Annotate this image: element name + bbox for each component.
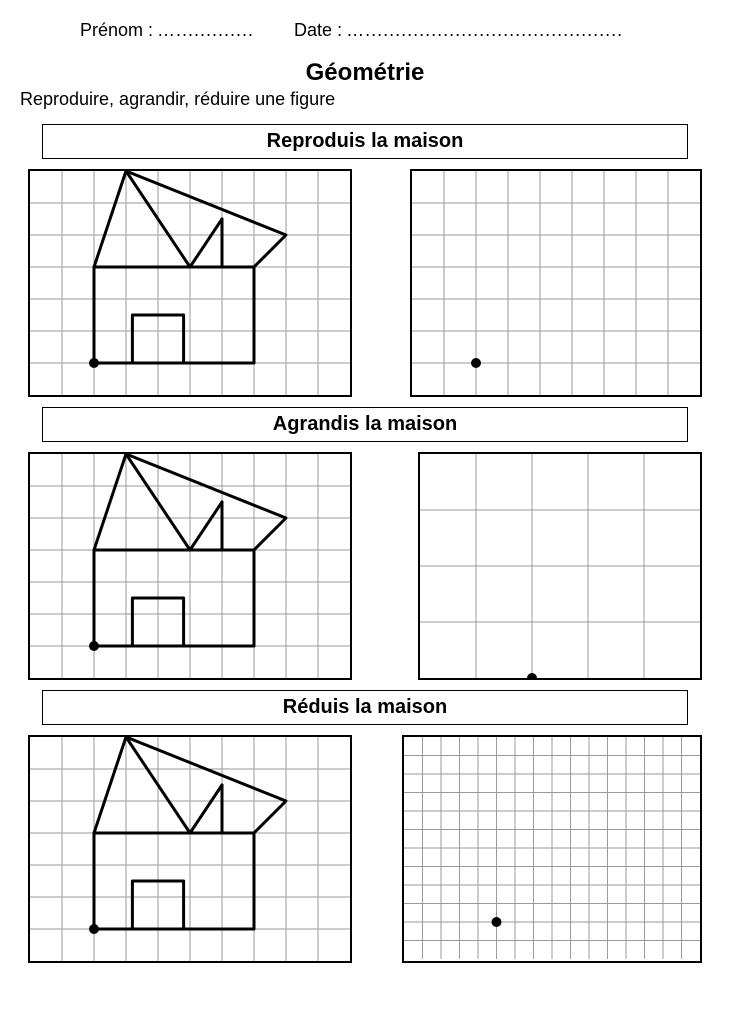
- name-label: Prénom :: [80, 20, 153, 41]
- source-grid: [28, 169, 352, 397]
- answer-grid[interactable]: [410, 169, 702, 397]
- answer-grid[interactable]: [402, 735, 702, 963]
- name-field: Prénom : ….............: [80, 20, 254, 41]
- date-blank[interactable]: ….......................................…: [346, 20, 623, 41]
- date-field: Date : …................................…: [294, 20, 623, 41]
- exercise-0: Reproduis la maison: [20, 124, 710, 397]
- panels-row: [20, 735, 710, 963]
- exercise-banner: Reproduis la maison: [42, 124, 688, 159]
- exercise-banner: Agrandis la maison: [42, 407, 688, 442]
- exercise-banner: Réduis la maison: [42, 690, 688, 725]
- answer-grid[interactable]: [418, 452, 702, 680]
- exercise-1: Agrandis la maison: [20, 407, 710, 680]
- source-grid: [28, 452, 352, 680]
- name-blank[interactable]: ….............: [157, 20, 254, 41]
- panels-row: [20, 169, 710, 397]
- page-subtitle: Reproduire, agrandir, réduire une figure: [20, 89, 710, 110]
- exercise-2: Réduis la maison: [20, 690, 710, 963]
- worksheet-page: Prénom : …............. Date : …........…: [0, 0, 730, 993]
- exercises-container: Reproduis la maison Agrandis la maison Réd…: [20, 124, 710, 963]
- source-grid: [28, 735, 352, 963]
- date-label: Date :: [294, 20, 342, 41]
- header-row: Prénom : …............. Date : …........…: [20, 20, 710, 41]
- page-title: Géométrie: [20, 59, 710, 87]
- panels-row: [20, 452, 710, 680]
